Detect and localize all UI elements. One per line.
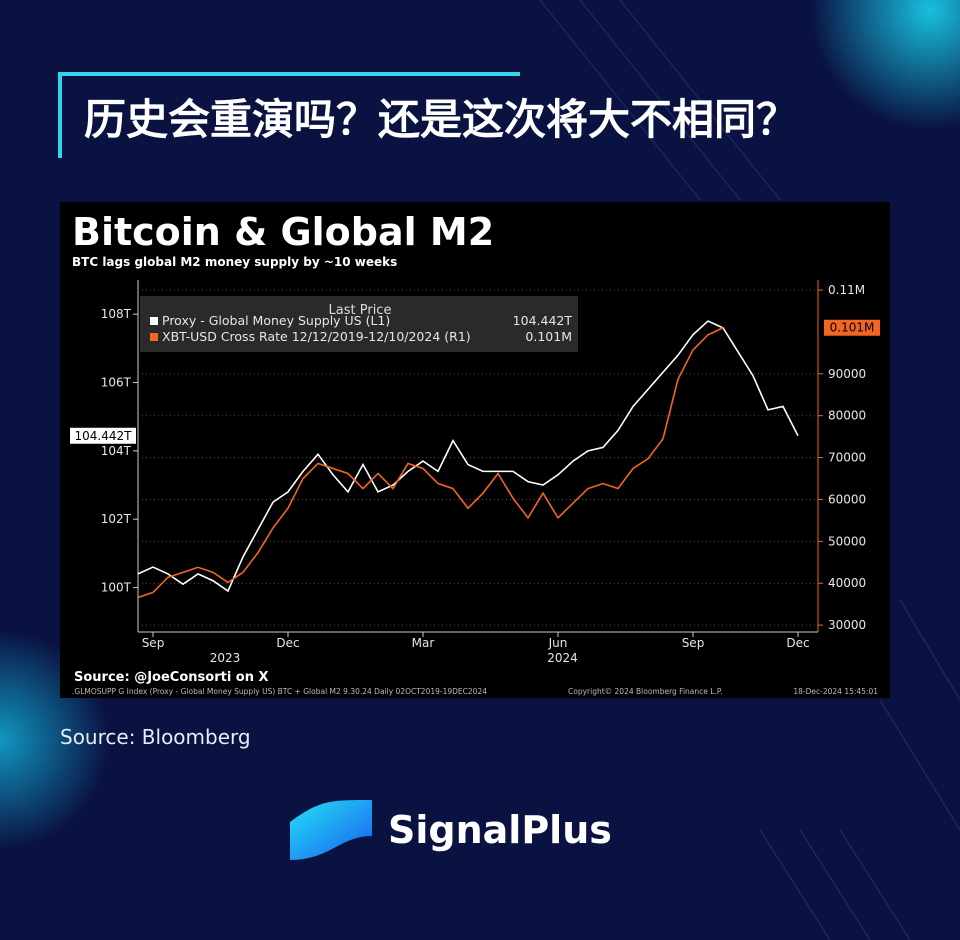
y-tick-label: 104T — [101, 444, 132, 458]
legend-value: 104.442T — [513, 313, 573, 328]
x-tick-label: Dec — [276, 636, 299, 650]
footer-note: .GLMOSUPP G Index (Proxy - Global Money … — [72, 687, 487, 696]
series-line — [137, 327, 724, 599]
footer-note: Copyright© 2024 Bloomberg Finance L.P. — [568, 687, 723, 696]
legend-heading: Last Price — [329, 303, 392, 318]
last-price-flag — [70, 427, 136, 444]
last-price-label: 104.442T — [75, 429, 133, 443]
x-group-label: 2023 — [210, 651, 241, 665]
footer-note: 18-Dec-2024 15:45:01 — [793, 687, 878, 696]
y-tick-label: 106T — [101, 376, 132, 390]
x-tick-label: Dec — [786, 636, 809, 650]
x-group-label: 2024 — [547, 651, 578, 665]
x-tick-label: Sep — [682, 636, 705, 650]
source: Source: Bloomberg — [60, 725, 251, 749]
legend-swatch — [150, 333, 158, 341]
last-price-flag — [824, 319, 880, 336]
brand: SignalPlus — [388, 808, 612, 852]
y2-tick-label: 60000 — [828, 492, 866, 506]
y-tick-label: 100T — [101, 581, 132, 595]
chart-panel — [60, 202, 890, 698]
series-line — [137, 320, 799, 593]
logo-icon — [290, 800, 372, 860]
legend-value: 0.101M — [525, 329, 572, 344]
decor-lines — [539, 0, 960, 940]
x-tick-label: Sep — [142, 636, 165, 650]
x-tick-label: Jun — [548, 636, 568, 650]
y2-tick-label: 70000 — [828, 451, 866, 465]
y2-tick-label: 40000 — [828, 576, 866, 590]
last-price-label: 0.101M — [830, 321, 875, 335]
legend-label: Proxy - Global Money Supply US (L1) — [162, 313, 390, 328]
x-tick-label: Mar — [412, 636, 435, 650]
y2-tick-label: 0.11M — [828, 283, 865, 297]
chart-source: Source: @JoeConsorti on X — [74, 670, 269, 685]
y-tick-label: 108T — [101, 307, 132, 321]
legend-box — [140, 296, 578, 352]
y2-tick-label: 80000 — [828, 409, 866, 423]
legend-label: XBT-USD Cross Rate 12/12/2019-12/10/2024… — [162, 329, 471, 344]
legend-swatch — [150, 317, 158, 325]
y-tick-label: 102T — [101, 512, 132, 526]
chart-subtitle: BTC lags global M2 money supply by ~10 w… — [72, 255, 397, 269]
y2-tick-label: 50000 — [828, 534, 866, 548]
y2-tick-label: 90000 — [828, 367, 866, 381]
chart-title: Bitcoin & Global M2 — [72, 210, 494, 254]
y2-tick-label: 30000 — [828, 618, 866, 632]
page-title: 历史会重演吗？还是这次将大不相同？ — [84, 95, 798, 144]
